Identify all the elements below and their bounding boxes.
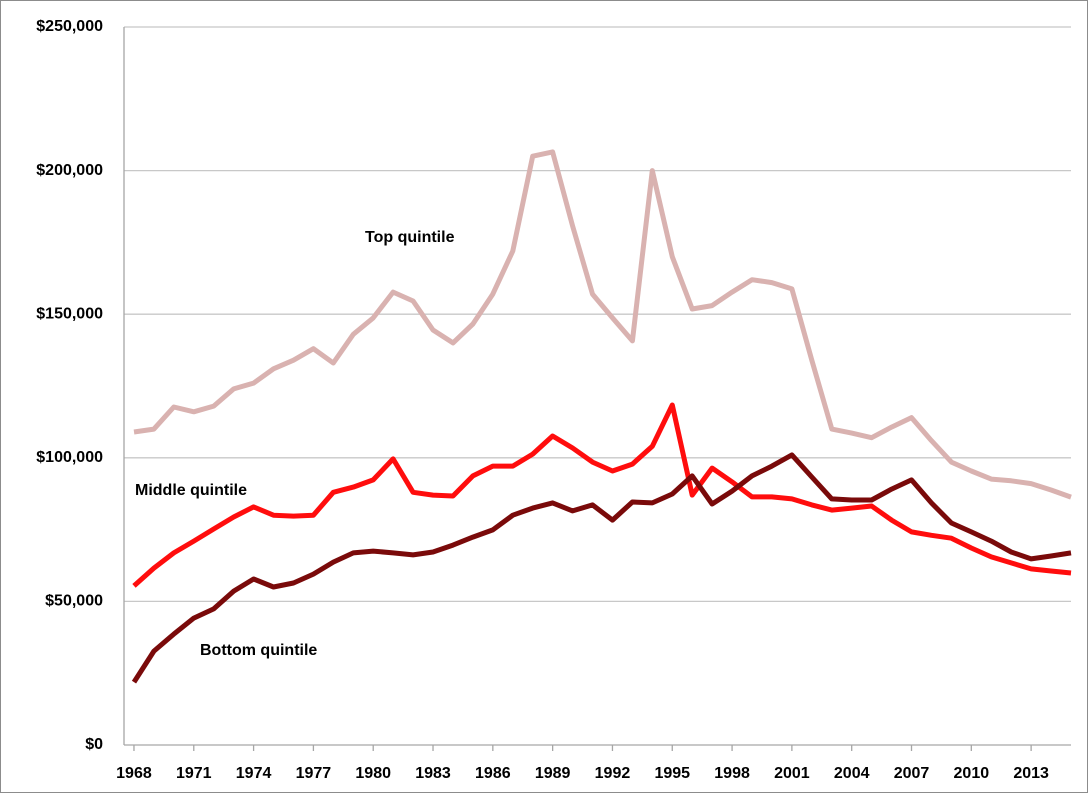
series-label: Bottom quintile (200, 642, 317, 659)
x-tick-label: 2001 (774, 765, 810, 782)
x-tick-label: 1983 (415, 765, 451, 782)
series-line (133, 149, 1072, 500)
series-line (132, 402, 1072, 588)
y-tick-label: $50,000 (45, 593, 103, 610)
y-tick-label: $150,000 (36, 305, 103, 322)
y-tick-label: $200,000 (36, 162, 103, 179)
x-tick-label: 1995 (654, 765, 690, 782)
y-tick-label: $100,000 (36, 449, 103, 466)
x-tick-label: 1971 (176, 765, 212, 782)
x-tick-label: 1998 (714, 765, 750, 782)
x-tick-label: 2013 (1013, 765, 1049, 782)
series-label: Middle quintile (135, 482, 247, 499)
y-tick-label: $0 (85, 736, 103, 753)
x-tick-label: 1989 (535, 765, 571, 782)
series-label: Top quintile (365, 229, 455, 246)
x-tick-label: 1968 (116, 765, 152, 782)
x-tick-label: 1992 (595, 765, 631, 782)
x-tick-label: 1974 (236, 765, 272, 782)
series-line (131, 452, 1072, 684)
x-tick-label: 1986 (475, 765, 511, 782)
x-tick-label: 2007 (894, 765, 930, 782)
x-tick-label: 2010 (954, 765, 990, 782)
y-tick-label: $250,000 (36, 18, 103, 35)
x-tick-label: 1977 (296, 765, 332, 782)
x-tick-label: 1980 (355, 765, 391, 782)
x-tick-label: 2004 (834, 765, 870, 782)
